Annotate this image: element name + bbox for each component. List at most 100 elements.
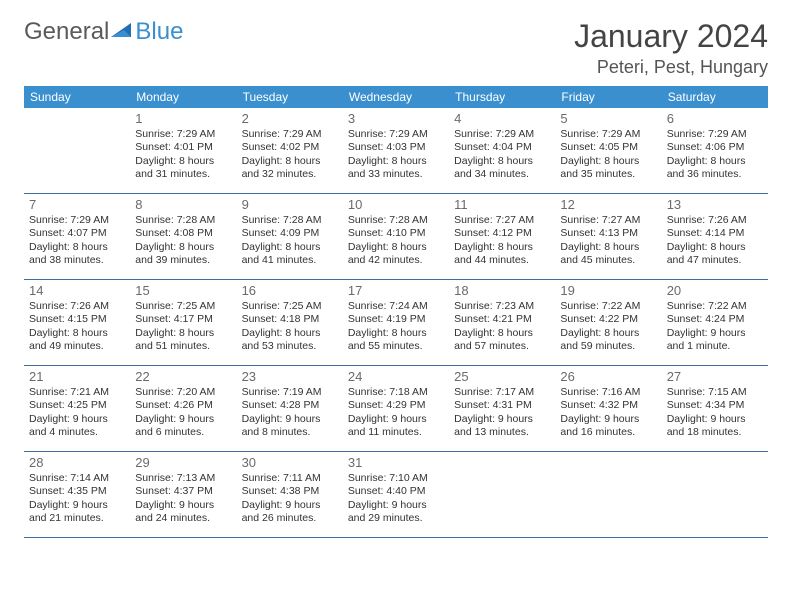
day-number: 21 bbox=[29, 369, 125, 385]
day-number: 13 bbox=[667, 197, 763, 213]
day-number: 12 bbox=[560, 197, 656, 213]
calendar-cell: 1Sunrise: 7:29 AMSunset: 4:01 PMDaylight… bbox=[130, 108, 236, 194]
weekday-label: Sunday bbox=[24, 86, 130, 108]
sunrise-text: Sunrise: 7:25 AM bbox=[242, 300, 338, 313]
logo-word1: General bbox=[24, 18, 109, 46]
calendar-cell: 6Sunrise: 7:29 AMSunset: 4:06 PMDaylight… bbox=[662, 108, 768, 194]
calendar-cell bbox=[449, 452, 555, 538]
calendar-cell: 12Sunrise: 7:27 AMSunset: 4:13 PMDayligh… bbox=[555, 194, 661, 280]
sunset-text: Sunset: 4:37 PM bbox=[135, 485, 231, 498]
calendar-cell: 24Sunrise: 7:18 AMSunset: 4:29 PMDayligh… bbox=[343, 366, 449, 452]
calendar-cell: 25Sunrise: 7:17 AMSunset: 4:31 PMDayligh… bbox=[449, 366, 555, 452]
sunset-text: Sunset: 4:32 PM bbox=[560, 399, 656, 412]
sunrise-text: Sunrise: 7:10 AM bbox=[348, 472, 444, 485]
day-number: 29 bbox=[135, 455, 231, 471]
day-number: 11 bbox=[454, 197, 550, 213]
header: General Blue January 2024 Peteri, Pest, … bbox=[24, 18, 768, 78]
day-number: 24 bbox=[348, 369, 444, 385]
calendar-cell: 3Sunrise: 7:29 AMSunset: 4:03 PMDaylight… bbox=[343, 108, 449, 194]
calendar-cell bbox=[662, 452, 768, 538]
daylight-text: Daylight: 9 hours and 18 minutes. bbox=[667, 413, 763, 439]
day-number: 6 bbox=[667, 111, 763, 127]
calendar-cell: 21Sunrise: 7:21 AMSunset: 4:25 PMDayligh… bbox=[24, 366, 130, 452]
logo-word2: Blue bbox=[135, 18, 183, 46]
day-number: 26 bbox=[560, 369, 656, 385]
daylight-text: Daylight: 8 hours and 55 minutes. bbox=[348, 327, 444, 353]
day-number: 31 bbox=[348, 455, 444, 471]
sunrise-text: Sunrise: 7:15 AM bbox=[667, 386, 763, 399]
day-number: 16 bbox=[242, 283, 338, 299]
calendar-cell: 7Sunrise: 7:29 AMSunset: 4:07 PMDaylight… bbox=[24, 194, 130, 280]
sunrise-text: Sunrise: 7:26 AM bbox=[29, 300, 125, 313]
calendar-cell: 27Sunrise: 7:15 AMSunset: 4:34 PMDayligh… bbox=[662, 366, 768, 452]
sunset-text: Sunset: 4:12 PM bbox=[454, 227, 550, 240]
daylight-text: Daylight: 8 hours and 51 minutes. bbox=[135, 327, 231, 353]
calendar-cell: 11Sunrise: 7:27 AMSunset: 4:12 PMDayligh… bbox=[449, 194, 555, 280]
sunset-text: Sunset: 4:17 PM bbox=[135, 313, 231, 326]
daylight-text: Daylight: 8 hours and 42 minutes. bbox=[348, 241, 444, 267]
logo-triangle-icon bbox=[111, 21, 133, 44]
daylight-text: Daylight: 8 hours and 47 minutes. bbox=[667, 241, 763, 267]
day-number: 30 bbox=[242, 455, 338, 471]
sunrise-text: Sunrise: 7:29 AM bbox=[135, 128, 231, 141]
day-number: 19 bbox=[560, 283, 656, 299]
calendar-cell: 10Sunrise: 7:28 AMSunset: 4:10 PMDayligh… bbox=[343, 194, 449, 280]
day-number: 7 bbox=[29, 197, 125, 213]
calendar-cell: 29Sunrise: 7:13 AMSunset: 4:37 PMDayligh… bbox=[130, 452, 236, 538]
sunrise-text: Sunrise: 7:11 AM bbox=[242, 472, 338, 485]
daylight-text: Daylight: 8 hours and 41 minutes. bbox=[242, 241, 338, 267]
sunset-text: Sunset: 4:08 PM bbox=[135, 227, 231, 240]
daylight-text: Daylight: 8 hours and 59 minutes. bbox=[560, 327, 656, 353]
sunset-text: Sunset: 4:15 PM bbox=[29, 313, 125, 326]
sunrise-text: Sunrise: 7:27 AM bbox=[560, 214, 656, 227]
sunrise-text: Sunrise: 7:17 AM bbox=[454, 386, 550, 399]
daylight-text: Daylight: 8 hours and 45 minutes. bbox=[560, 241, 656, 267]
calendar-body: 1Sunrise: 7:29 AMSunset: 4:01 PMDaylight… bbox=[24, 108, 768, 538]
sunset-text: Sunset: 4:14 PM bbox=[667, 227, 763, 240]
daylight-text: Daylight: 8 hours and 44 minutes. bbox=[454, 241, 550, 267]
weekday-label: Friday bbox=[555, 86, 661, 108]
sunset-text: Sunset: 4:09 PM bbox=[242, 227, 338, 240]
day-number: 9 bbox=[242, 197, 338, 213]
sunset-text: Sunset: 4:02 PM bbox=[242, 141, 338, 154]
sunset-text: Sunset: 4:31 PM bbox=[454, 399, 550, 412]
sunrise-text: Sunrise: 7:29 AM bbox=[667, 128, 763, 141]
logo: General Blue bbox=[24, 18, 183, 46]
daylight-text: Daylight: 8 hours and 57 minutes. bbox=[454, 327, 550, 353]
day-number: 18 bbox=[454, 283, 550, 299]
daylight-text: Daylight: 9 hours and 13 minutes. bbox=[454, 413, 550, 439]
daylight-text: Daylight: 8 hours and 39 minutes. bbox=[135, 241, 231, 267]
calendar-cell: 18Sunrise: 7:23 AMSunset: 4:21 PMDayligh… bbox=[449, 280, 555, 366]
sunset-text: Sunset: 4:38 PM bbox=[242, 485, 338, 498]
sunrise-text: Sunrise: 7:23 AM bbox=[454, 300, 550, 313]
sunrise-text: Sunrise: 7:28 AM bbox=[242, 214, 338, 227]
weekday-label: Monday bbox=[130, 86, 236, 108]
page-title: January 2024 bbox=[574, 18, 768, 55]
calendar-cell: 31Sunrise: 7:10 AMSunset: 4:40 PMDayligh… bbox=[343, 452, 449, 538]
day-number: 28 bbox=[29, 455, 125, 471]
daylight-text: Daylight: 9 hours and 8 minutes. bbox=[242, 413, 338, 439]
sunrise-text: Sunrise: 7:16 AM bbox=[560, 386, 656, 399]
day-number: 23 bbox=[242, 369, 338, 385]
calendar-weekday-header: SundayMondayTuesdayWednesdayThursdayFrid… bbox=[24, 86, 768, 108]
daylight-text: Daylight: 8 hours and 33 minutes. bbox=[348, 155, 444, 181]
sunrise-text: Sunrise: 7:20 AM bbox=[135, 386, 231, 399]
calendar-cell bbox=[24, 108, 130, 194]
day-number: 10 bbox=[348, 197, 444, 213]
daylight-text: Daylight: 9 hours and 21 minutes. bbox=[29, 499, 125, 525]
calendar-cell: 2Sunrise: 7:29 AMSunset: 4:02 PMDaylight… bbox=[237, 108, 343, 194]
day-number: 15 bbox=[135, 283, 231, 299]
calendar-cell: 28Sunrise: 7:14 AMSunset: 4:35 PMDayligh… bbox=[24, 452, 130, 538]
calendar-cell: 22Sunrise: 7:20 AMSunset: 4:26 PMDayligh… bbox=[130, 366, 236, 452]
sunset-text: Sunset: 4:25 PM bbox=[29, 399, 125, 412]
sunrise-text: Sunrise: 7:13 AM bbox=[135, 472, 231, 485]
sunset-text: Sunset: 4:05 PM bbox=[560, 141, 656, 154]
sunrise-text: Sunrise: 7:29 AM bbox=[29, 214, 125, 227]
sunset-text: Sunset: 4:07 PM bbox=[29, 227, 125, 240]
daylight-text: Daylight: 8 hours and 35 minutes. bbox=[560, 155, 656, 181]
calendar-cell: 9Sunrise: 7:28 AMSunset: 4:09 PMDaylight… bbox=[237, 194, 343, 280]
calendar-cell: 17Sunrise: 7:24 AMSunset: 4:19 PMDayligh… bbox=[343, 280, 449, 366]
daylight-text: Daylight: 8 hours and 38 minutes. bbox=[29, 241, 125, 267]
sunrise-text: Sunrise: 7:26 AM bbox=[667, 214, 763, 227]
sunset-text: Sunset: 4:13 PM bbox=[560, 227, 656, 240]
